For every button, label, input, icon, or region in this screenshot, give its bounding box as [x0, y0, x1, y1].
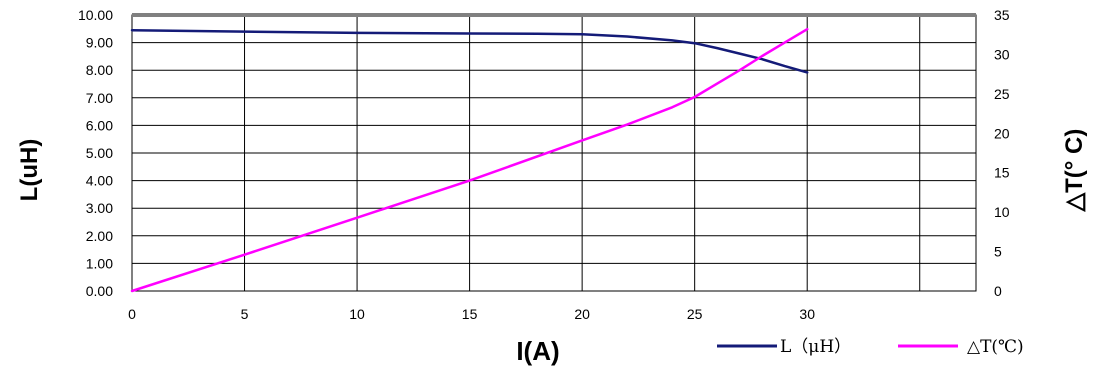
series-lines: [130, 27, 809, 293]
x-tick-label: 10: [349, 306, 365, 322]
y-right-tick-label: 35: [994, 7, 1010, 23]
y-right-axis-title: △T(° C): [1061, 129, 1088, 213]
y-left-tick-label: 1.00: [86, 255, 113, 271]
y-right-tick-label: 5: [994, 244, 1002, 260]
grid: [132, 15, 976, 291]
legend: L（μH） △T(℃): [717, 337, 1024, 357]
x-tick-label: 5: [241, 306, 249, 322]
x-tick-label: 15: [462, 306, 478, 322]
y-left-tick-label: 2.00: [86, 228, 113, 244]
y-left-tick-label: 6.00: [86, 117, 113, 133]
y-right-tick-labels: 0 5 10 15 20 25 30 35: [994, 7, 1010, 299]
y-left-tick-label: 5.00: [86, 145, 113, 161]
y-left-tick-label: 10.00: [78, 7, 113, 23]
y-left-tick-label: 3.00: [86, 200, 113, 216]
y-right-tick-label: 30: [994, 46, 1010, 62]
x-tick-labels: 0 5 10 15 20 25 30: [128, 306, 815, 322]
y-right-tick-label: 25: [994, 86, 1010, 102]
x-tick-label: 25: [687, 306, 703, 322]
x-tick-label: 30: [799, 306, 815, 322]
x-tick-label: 0: [128, 306, 136, 322]
y-right-tick-label: 15: [994, 165, 1010, 181]
y-left-tick-labels: 0.00 1.00 2.00 3.00 4.00 5.00 6.00 7.00 8.00 9.00…: [78, 7, 113, 299]
y-left-tick-label: 8.00: [86, 62, 113, 78]
y-left-axis-title: L(uH): [16, 139, 43, 202]
legend-label-temperature: △T(℃): [967, 337, 1024, 357]
y-right-tick-label: 0: [994, 283, 1002, 299]
legend-label-inductance: L（μH）: [780, 337, 851, 357]
y-left-tick-label: 0.00: [86, 283, 113, 299]
x-tick-label: 20: [574, 306, 590, 322]
y-left-tick-label: 7.00: [86, 90, 113, 106]
series-line-temperature: [130, 27, 809, 293]
y-left-tick-label: 4.00: [86, 173, 113, 189]
y-left-tick-label: 9.00: [86, 35, 113, 51]
y-right-tick-label: 20: [994, 125, 1010, 141]
y-right-tick-label: 10: [994, 204, 1010, 220]
x-axis-title: I(A): [516, 336, 559, 366]
